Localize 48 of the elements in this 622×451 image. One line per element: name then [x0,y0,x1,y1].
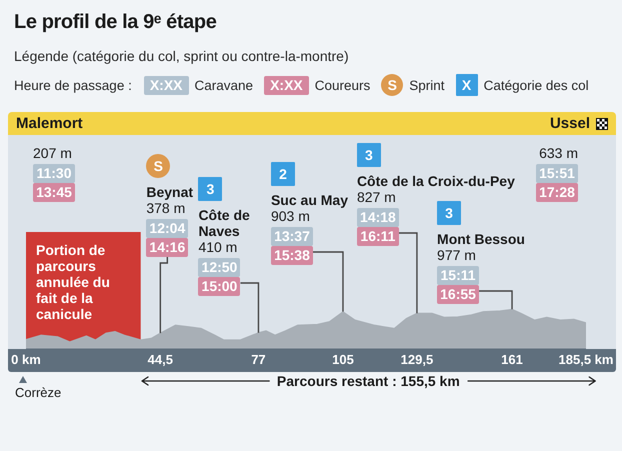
band-label: Portion de parcours annulée du fait de la canicule [36,242,111,322]
x-tick-label: 161 [501,352,523,368]
text: 378 m [146,200,186,216]
text: 977 m [437,247,476,263]
text: Coureurs [314,78,370,92]
text: 903 m [270,208,310,224]
text: 3 [365,146,373,165]
text: Côte de Naves [198,207,251,239]
x-tick-label: 129,5 [400,352,434,368]
text: S [154,157,163,176]
text: Sprint [409,78,445,92]
text: 12:50 [202,258,238,277]
annotation: 15:00 [202,277,238,296]
text: Côte de la Croix-du-Pey [356,173,515,189]
x-tick-label: 44,5 [148,352,173,368]
text: 15:11 [440,266,476,285]
text: 3 [445,204,453,223]
text: Parcours restant : 155,5 km [276,372,461,390]
text: 3 [206,180,214,199]
text: X [462,76,472,95]
text: Ussel [550,115,590,132]
text: 2 [279,165,287,184]
text: 633 m [539,145,578,161]
x-tick-label: 185,5 km [558,352,614,368]
text: 14:18 [360,208,396,227]
text: 410 m [198,239,238,255]
text: Caravane [194,78,254,92]
text: Suc au May [270,192,348,208]
text: Catégorie des col [484,78,589,92]
annotation: 16:55 [440,285,476,304]
text: Corrèze [15,385,62,401]
text: X:XX [270,76,303,94]
chart-title: Le profil de la 9ᵉ étape [14,10,216,34]
text: Mont Bessou [437,231,525,247]
text: Beynat [146,184,194,200]
text: 13:37 [274,227,310,246]
chart-subtitle: Légende (catégorie du col, sprint ou contre-la-montre) [14,47,349,65]
text: 827 m [356,189,396,205]
text: 207 m [33,145,72,161]
text: Heure de passage : [14,78,132,92]
annotation: 16:11 [360,227,396,246]
annotation: 15:38 [274,246,310,265]
x-tick-label: 77 [251,352,266,368]
x-tick-label: 105 [332,352,354,368]
text: X:XX [150,76,183,94]
x-tick-label: 0 km [11,352,41,368]
text: S [388,76,397,95]
text: Malemort [16,114,83,134]
